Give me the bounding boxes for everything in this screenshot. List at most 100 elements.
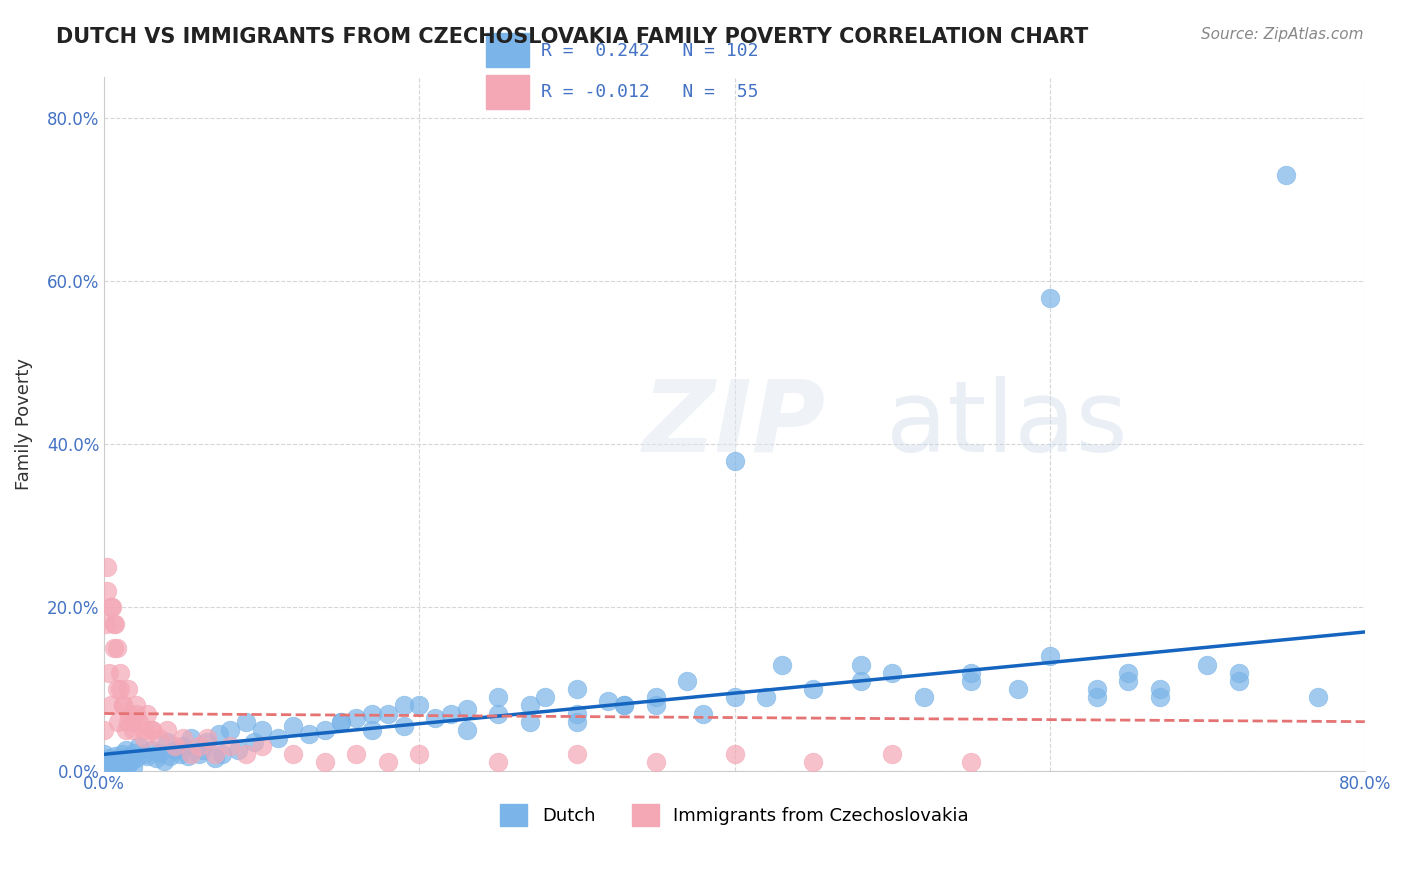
Point [880,747,903,762]
Point [156,735,179,749]
Point [96,584,118,599]
Point [613,698,636,713]
Point [107,714,129,729]
Point [103,641,125,656]
Text: Source: ZipAtlas.com: Source: ZipAtlas.com [1201,27,1364,42]
Point [100,600,122,615]
Point [115,743,138,757]
Point [344,747,367,762]
Point [243,735,266,749]
Point [132,747,155,762]
Point [565,714,588,729]
Point [103,616,125,631]
Point [148,746,170,760]
Point [117,681,139,696]
Point [849,673,872,688]
Point [235,714,257,729]
Point [565,681,588,696]
Point [392,719,415,733]
Point [676,673,699,688]
Point [112,698,135,713]
Point [1085,690,1108,705]
Point [1149,681,1171,696]
Point [141,723,163,737]
Point [226,743,249,757]
Point [172,739,194,753]
Bar [486,33,529,67]
Point [314,723,336,737]
Point [105,681,128,696]
Point [103,759,125,773]
Point [195,735,218,749]
Point [598,694,620,708]
Point [1118,665,1140,680]
Point [644,690,666,705]
Point [723,747,745,762]
Point [93,723,115,737]
Point [125,698,148,713]
Point [104,616,127,631]
Point [361,723,384,737]
Point [110,747,132,762]
Point [98,751,121,765]
Point [723,453,745,467]
Point [172,731,194,745]
Point [148,731,170,745]
Point [755,690,778,705]
Point [723,690,745,705]
Point [156,723,179,737]
Point [235,747,257,762]
Point [114,756,136,770]
Point [534,690,557,705]
Point [486,690,509,705]
Point [1007,681,1029,696]
Point [565,706,588,721]
Point [1149,690,1171,705]
Point [104,748,127,763]
Point [187,747,209,762]
Point [118,748,141,763]
Point [960,673,983,688]
Point [100,698,122,713]
Point [283,747,305,762]
Point [644,698,666,713]
Point [361,706,384,721]
Point [204,751,226,765]
Point [108,757,131,772]
Text: ZIP: ZIP [643,376,827,473]
Point [125,706,148,721]
Point [121,759,143,773]
Point [118,706,141,721]
Point [187,739,209,753]
Point [344,710,367,724]
Point [195,731,218,745]
Point [1118,673,1140,688]
Point [93,747,115,762]
Point [408,747,430,762]
Point [283,719,305,733]
Point [121,714,143,729]
Point [101,600,124,615]
Point [153,754,176,768]
Point [266,731,288,745]
Point [165,739,187,753]
Point [141,723,163,737]
Point [211,747,233,762]
Point [440,706,463,721]
Point [1227,665,1250,680]
Legend: Dutch, Immigrants from Czechoslovakia: Dutch, Immigrants from Czechoslovakia [494,797,976,833]
Point [486,706,509,721]
Point [801,681,824,696]
Point [191,743,214,757]
Point [519,698,541,713]
Point [1197,657,1219,672]
Text: DUTCH VS IMMIGRANTS FROM CZECHOSLOVAKIA FAMILY POVERTY CORRELATION CHART: DUTCH VS IMMIGRANTS FROM CZECHOSLOVAKIA … [56,27,1088,46]
Point [145,751,167,765]
Point [849,657,872,672]
Point [135,706,157,721]
Point [141,743,163,757]
Point [100,757,122,772]
Point [456,723,478,737]
Text: R =  0.242   N = 102: R = 0.242 N = 102 [541,42,759,60]
Point [177,748,200,763]
